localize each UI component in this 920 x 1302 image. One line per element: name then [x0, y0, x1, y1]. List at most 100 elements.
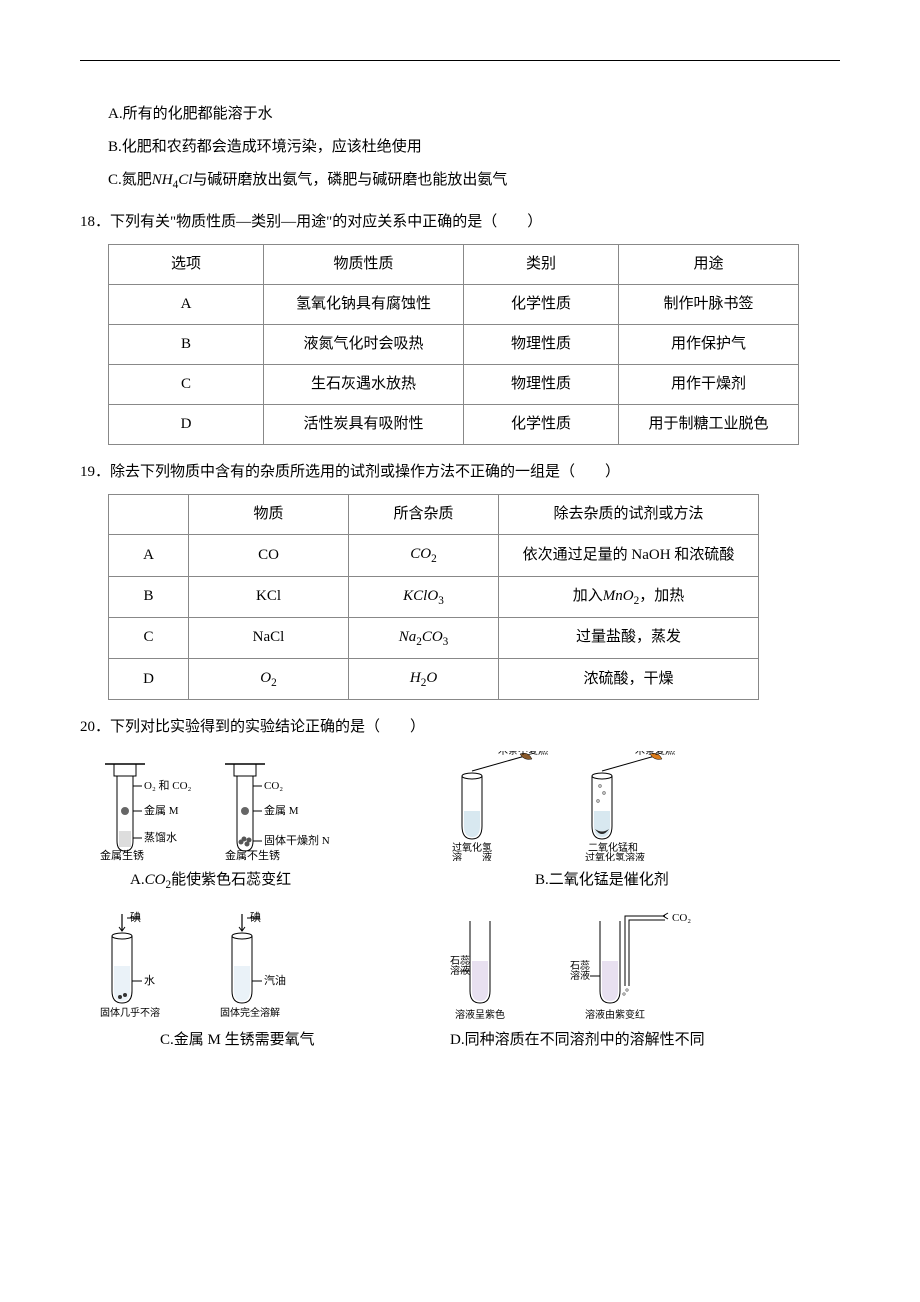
- cell: KClO3: [349, 576, 499, 617]
- caption-d: D.同种溶质在不同溶剂中的溶解性不同: [430, 1027, 840, 1054]
- cell: B: [109, 325, 264, 365]
- svg-text:溶液: 溶液: [450, 964, 470, 977]
- tube-litmus-plain-icon: 石蕊 溶液 溶液呈紫色: [450, 906, 550, 1021]
- option-c-pre: C.氮肥: [108, 172, 152, 188]
- cell: CO: [189, 535, 349, 576]
- tube-h2o2-icon: 木条不复燃 过氧化氢 溶 液: [450, 751, 560, 861]
- cell: D: [109, 659, 189, 700]
- svg-text:金属不生锈: 金属不生锈: [225, 848, 280, 861]
- cell: 生石灰遇水放热: [264, 365, 464, 405]
- svg-text:金属 M: 金属 M: [264, 803, 299, 817]
- figure-group-litmus: 石蕊 溶液 溶液呈紫色 CO₂ 石蕊 溶液 溶液由紫变红: [450, 906, 720, 1021]
- svg-text:木条不复燃: 木条不复燃: [498, 751, 548, 757]
- q18-stem: 18．下列有关"物质性质—类别—用途"的对应关系中正确的是（ ）: [80, 209, 840, 236]
- cell: NaCl: [189, 617, 349, 658]
- caption-c: C.金属 M 生锈需要氧气: [100, 1027, 430, 1054]
- tube-rust-wet-icon: O₂ 和 CO₂ 金属 M 蒸馏水 金属生锈: [100, 756, 200, 861]
- q20-figures-row2: 碘 水 固体几乎不溶 碘 汽油 固体完全溶解: [100, 906, 840, 1021]
- cell: C: [109, 365, 264, 405]
- q20-caption-row1: A.CO2能使紫色石蕊变红 B.二氧化锰是催化剂: [100, 867, 840, 895]
- caption-a-pre: A.: [130, 872, 145, 888]
- cell: 制作叶脉书签: [619, 285, 799, 325]
- th-method: 除去杂质的试剂或方法: [499, 495, 759, 535]
- q19-stem: 19．除去下列物质中含有的杂质所选用的试剂或操作方法不正确的一组是（ ）: [80, 459, 840, 486]
- option-a: A.所有的化肥都能溶于水: [108, 101, 840, 128]
- cell: KCl: [189, 576, 349, 617]
- page-top-rule: [80, 60, 840, 61]
- svg-text:溶液: 溶液: [570, 969, 590, 982]
- svg-text:水: 水: [144, 974, 155, 987]
- q18-table: 选项 物质性质 类别 用途 A 氢氧化钠具有腐蚀性 化学性质 制作叶脉书签 B …: [108, 244, 799, 445]
- svg-text:固体干燥剂 N: 固体干燥剂 N: [264, 833, 330, 847]
- cell: 加入MnO2，加热: [499, 576, 759, 617]
- table-row: B KCl KClO3 加入MnO2，加热: [109, 576, 759, 617]
- tube-iodine-water-icon: 碘 水 固体几乎不溶: [100, 911, 200, 1021]
- table-row: D O2 H2O 浓硫酸，干燥: [109, 659, 759, 700]
- table-row: C NaCl Na2CO3 过量盐酸，蒸发: [109, 617, 759, 658]
- table-row: 物质 所含杂质 除去杂质的试剂或方法: [109, 495, 759, 535]
- tube-rust-dry-icon: CO₂ 金属 M 固体干燥剂 N 金属不生锈: [220, 756, 330, 861]
- caption-b: B.二氧化锰是催化剂: [455, 867, 840, 895]
- q20-stem: 20．下列对比实验得到的实验结论正确的是（ ）: [80, 714, 840, 741]
- svg-text:CO₂: CO₂: [264, 780, 283, 792]
- th-use: 用途: [619, 245, 799, 285]
- svg-text:O₂ 和 CO₂: O₂ 和 CO₂: [144, 779, 192, 792]
- table-row: A CO CO2 依次通过足量的 NaOH 和浓硫酸: [109, 535, 759, 576]
- figure-group-catalyst: 木条不复燃 过氧化氢 溶 液 木条复燃 二氧化锰和 过氧化氢溶液: [450, 751, 700, 861]
- option-c: C.氮肥NH4Cl与碱研磨放出氨气，磷肥与碱研磨也能放出氨气: [108, 167, 840, 195]
- cell-text: ，加热: [639, 588, 684, 604]
- svg-text:汽油: 汽油: [264, 973, 286, 987]
- cell: A: [109, 285, 264, 325]
- cell: 用作干燥剂: [619, 365, 799, 405]
- tube-iodine-gasoline-icon: 碘 汽油 固体完全溶解: [220, 911, 330, 1021]
- option-c-formula: NH4Cl: [152, 172, 193, 188]
- cell: 物理性质: [464, 365, 619, 405]
- cell: 氢氧化钠具有腐蚀性: [264, 285, 464, 325]
- svg-text:过氧化氢溶液: 过氧化氢溶液: [585, 851, 645, 861]
- cell: 过量盐酸，蒸发: [499, 617, 759, 658]
- q19-table: 物质 所含杂质 除去杂质的试剂或方法 A CO CO2 依次通过足量的 NaOH…: [108, 494, 759, 700]
- cell: 用于制糖工业脱色: [619, 405, 799, 445]
- cell: 活性炭具有吸附性: [264, 405, 464, 445]
- svg-text:溶液呈紫色: 溶液呈紫色: [455, 1008, 505, 1021]
- cell: 物理性质: [464, 325, 619, 365]
- table-row: D 活性炭具有吸附性 化学性质 用于制糖工业脱色: [109, 405, 799, 445]
- figure-group-iodine: 碘 水 固体几乎不溶 碘 汽油 固体完全溶解: [100, 911, 330, 1021]
- cell: 浓硫酸，干燥: [499, 659, 759, 700]
- cell: 依次通过足量的 NaOH 和浓硫酸: [499, 535, 759, 576]
- cell-text: 加入: [573, 588, 603, 604]
- svg-text:金属生锈: 金属生锈: [100, 848, 144, 861]
- option-b: B.化肥和农药都会造成环境污染，应该杜绝使用: [108, 134, 840, 161]
- svg-text:木条复燃: 木条复燃: [635, 751, 675, 757]
- q20-caption-row2: C.金属 M 生锈需要氧气 D.同种溶质在不同溶剂中的溶解性不同: [100, 1027, 840, 1054]
- svg-text:溶液由紫变红: 溶液由紫变红: [585, 1008, 645, 1021]
- th-blank: [109, 495, 189, 535]
- svg-text:溶 液: 溶 液: [452, 851, 492, 861]
- cell: B: [109, 576, 189, 617]
- cell: H2O: [349, 659, 499, 700]
- table-row: 选项 物质性质 类别 用途: [109, 245, 799, 285]
- svg-text:固体完全溶解: 固体完全溶解: [220, 1006, 280, 1019]
- svg-text:蒸馏水: 蒸馏水: [144, 830, 177, 844]
- table-row: C 生石灰遇水放热 物理性质 用作干燥剂: [109, 365, 799, 405]
- svg-text:CO₂: CO₂: [672, 912, 691, 924]
- th-property: 物质性质: [264, 245, 464, 285]
- table-row: B 液氮气化时会吸热 物理性质 用作保护气: [109, 325, 799, 365]
- figure-group-rust: O₂ 和 CO₂ 金属 M 蒸馏水 金属生锈 CO₂ 金属 M 固体干燥剂 N …: [100, 756, 330, 861]
- cell: C: [109, 617, 189, 658]
- cell: 用作保护气: [619, 325, 799, 365]
- svg-text:固体几乎不溶: 固体几乎不溶: [100, 1006, 160, 1019]
- tube-mno2-icon: 木条复燃 二氧化锰和 过氧化氢溶液: [580, 751, 700, 861]
- th-option: 选项: [109, 245, 264, 285]
- caption-a: A.CO2能使紫色石蕊变红: [100, 867, 435, 895]
- cell: A: [109, 535, 189, 576]
- th-impurity: 所含杂质: [349, 495, 499, 535]
- table-row: A 氢氧化钠具有腐蚀性 化学性质 制作叶脉书签: [109, 285, 799, 325]
- th-category: 类别: [464, 245, 619, 285]
- cell: O2: [189, 659, 349, 700]
- th-substance: 物质: [189, 495, 349, 535]
- q20-figures-row1: O₂ 和 CO₂ 金属 M 蒸馏水 金属生锈 CO₂ 金属 M 固体干燥剂 N …: [100, 751, 840, 861]
- option-c-post: 与碱研磨放出氨气，磷肥与碱研磨也能放出氨气: [192, 172, 507, 188]
- cell: 液氮气化时会吸热: [264, 325, 464, 365]
- cell: CO2: [349, 535, 499, 576]
